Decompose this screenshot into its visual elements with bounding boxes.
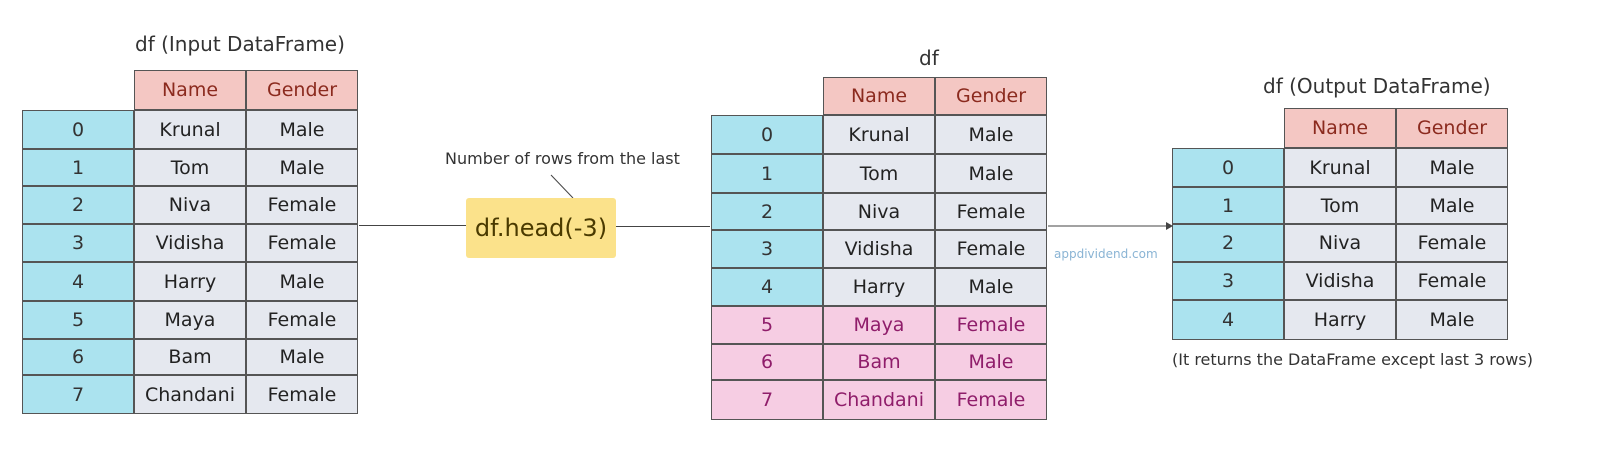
row-index-cell: 6 xyxy=(22,339,134,375)
gender-cell: Male xyxy=(935,268,1047,306)
gender-cell: Male xyxy=(246,149,358,186)
row-index-cell: 1 xyxy=(22,149,134,186)
watermark-text: appdividend.com xyxy=(1054,247,1158,261)
gender-cell: Male xyxy=(1396,148,1508,187)
name-cell: Chandani xyxy=(134,375,246,414)
name-cell: Maya xyxy=(823,306,935,344)
name-cell: Maya xyxy=(134,301,246,339)
gender-cell: Female xyxy=(935,193,1047,230)
row-index-cell: 7 xyxy=(711,380,823,420)
column-header-name: Name xyxy=(823,77,935,115)
name-cell: Krunal xyxy=(1284,148,1396,187)
input-table-title: df (Input DataFrame) xyxy=(135,32,345,56)
name-cell: Vidisha xyxy=(1284,262,1396,300)
middle-table-title: df xyxy=(919,46,939,70)
name-cell: Bam xyxy=(823,344,935,380)
row-index-cell: 5 xyxy=(711,306,823,344)
gender-cell: Female xyxy=(935,230,1047,268)
name-cell: Krunal xyxy=(823,115,935,154)
column-header-name: Name xyxy=(1284,108,1396,148)
column-header-gender: Gender xyxy=(1396,108,1508,148)
row-index-cell: 1 xyxy=(711,154,823,193)
output-caption: (It returns the DataFrame except last 3 … xyxy=(1172,350,1533,369)
name-cell: Niva xyxy=(134,186,246,224)
gender-cell: Female xyxy=(246,186,358,224)
output-table-title: df (Output DataFrame) xyxy=(1263,74,1491,98)
gender-cell: Female xyxy=(246,301,358,339)
column-header-name: Name xyxy=(134,70,246,110)
gender-cell: Female xyxy=(246,224,358,262)
name-cell: Tom xyxy=(1284,187,1396,224)
row-index-cell: 7 xyxy=(22,375,134,414)
name-cell: Vidisha xyxy=(134,224,246,262)
gender-cell: Male xyxy=(246,339,358,375)
name-cell: Harry xyxy=(823,268,935,306)
gender-cell: Male xyxy=(1396,187,1508,224)
arrow-middle-to-output xyxy=(1048,222,1173,230)
connector-input-to-operation xyxy=(359,225,466,226)
column-header-gender: Gender xyxy=(246,70,358,110)
operation-code: df.head(-3) xyxy=(466,198,616,258)
row-index-cell: 3 xyxy=(1172,262,1284,300)
operation-annotation: Number of rows from the last xyxy=(445,149,680,168)
name-cell: Harry xyxy=(134,262,246,301)
name-cell: Niva xyxy=(1284,224,1396,262)
row-index-cell: 3 xyxy=(22,224,134,262)
gender-cell: Male xyxy=(1396,300,1508,340)
gender-cell: Male xyxy=(935,154,1047,193)
gender-cell: Female xyxy=(246,375,358,414)
name-cell: Chandani xyxy=(823,380,935,420)
gender-cell: Female xyxy=(1396,224,1508,262)
row-index-cell: 0 xyxy=(22,110,134,149)
row-index-cell: 2 xyxy=(1172,224,1284,262)
row-index-cell: 5 xyxy=(22,301,134,339)
gender-cell: Male xyxy=(246,262,358,301)
row-index-cell: 4 xyxy=(22,262,134,301)
name-cell: Tom xyxy=(823,154,935,193)
name-cell: Tom xyxy=(134,149,246,186)
gender-cell: Female xyxy=(935,380,1047,420)
gender-cell: Female xyxy=(1396,262,1508,300)
row-index-cell: 2 xyxy=(22,186,134,224)
row-index-cell: 0 xyxy=(711,115,823,154)
name-cell: Bam xyxy=(134,339,246,375)
row-index-cell: 1 xyxy=(1172,187,1284,224)
gender-cell: Male xyxy=(935,115,1047,154)
column-header-gender: Gender xyxy=(935,77,1047,115)
annotation-pointer xyxy=(550,174,574,199)
row-index-cell: 2 xyxy=(711,193,823,230)
row-index-cell: 6 xyxy=(711,344,823,380)
row-index-cell: 0 xyxy=(1172,148,1284,187)
name-cell: Krunal xyxy=(134,110,246,149)
gender-cell: Male xyxy=(935,344,1047,380)
row-index-cell: 4 xyxy=(1172,300,1284,340)
gender-cell: Male xyxy=(246,110,358,149)
name-cell: Vidisha xyxy=(823,230,935,268)
name-cell: Niva xyxy=(823,193,935,230)
row-index-cell: 4 xyxy=(711,268,823,306)
name-cell: Harry xyxy=(1284,300,1396,340)
gender-cell: Female xyxy=(935,306,1047,344)
connector-operation-to-middle xyxy=(616,226,710,227)
row-index-cell: 3 xyxy=(711,230,823,268)
